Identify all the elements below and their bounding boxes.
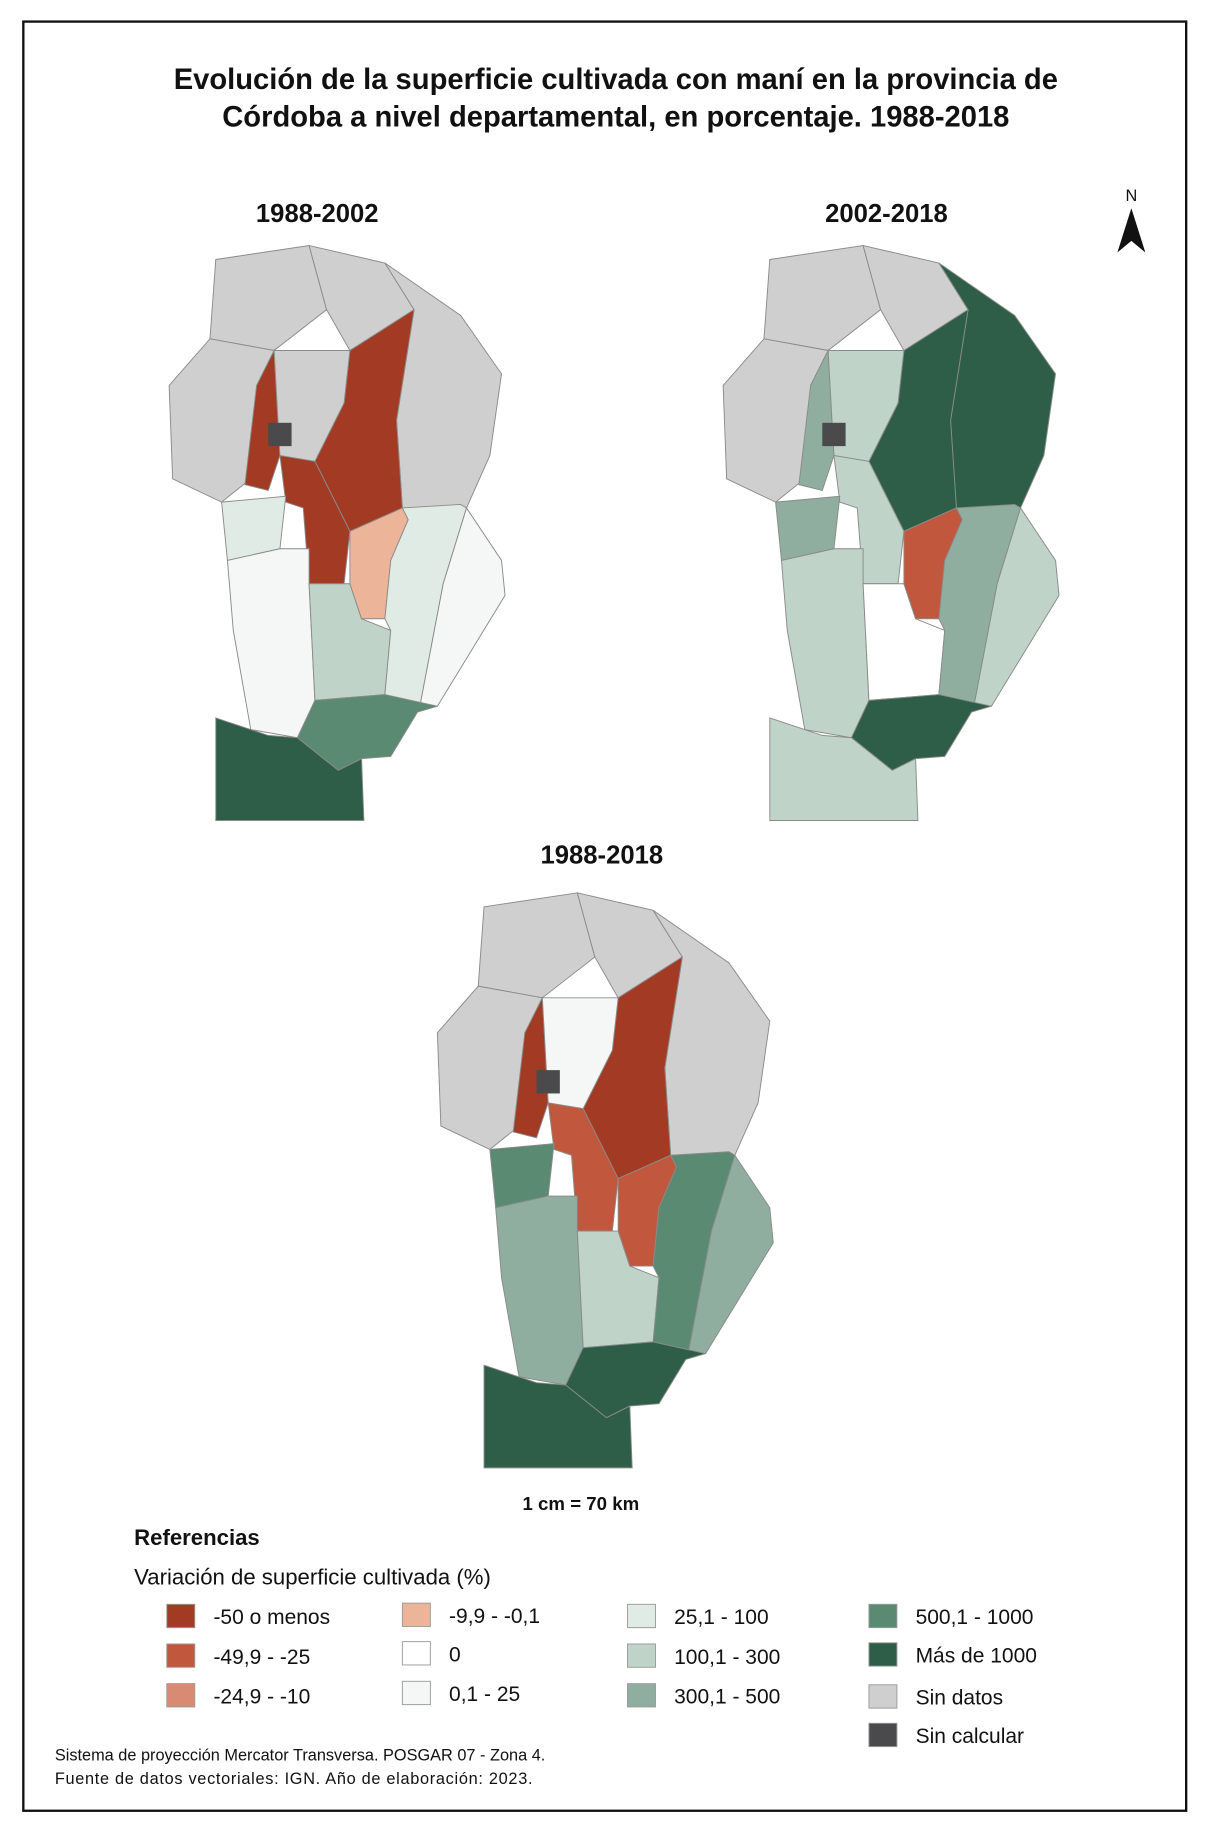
legend-label: -49,9 - -25: [213, 1646, 310, 1669]
legend-label: -9,9 - -0,1: [449, 1605, 540, 1628]
capital: [536, 1070, 560, 1094]
department: [477, 892, 596, 999]
legend-label: Sin calcular: [916, 1725, 1024, 1748]
footer-line: Sistema de proyección Mercator Transvers…: [55, 1747, 545, 1765]
footer-line: Fuente de datos vectoriales: IGN. Año de…: [55, 1770, 533, 1788]
legend-label: 300,1 - 500: [674, 1685, 780, 1708]
legend-swatch: [401, 1641, 431, 1666]
legend-swatch: [868, 1684, 898, 1709]
legend-swatch: [166, 1643, 196, 1668]
legend-swatch: [401, 1602, 431, 1627]
department: [483, 1364, 633, 1469]
title-line: Evolución de la superficie cultivada con…: [174, 64, 1058, 96]
legend-label: -24,9 - -10: [213, 1685, 310, 1708]
map-title: 1988-2018: [541, 842, 664, 870]
province-map: [168, 244, 506, 821]
legend-heading: Referencias: [134, 1525, 260, 1550]
legend-swatch: [166, 1683, 196, 1708]
legend-swatch: [627, 1683, 656, 1708]
province-map: [436, 892, 774, 1469]
legend-swatch: [627, 1603, 656, 1629]
department: [215, 717, 365, 821]
legend-swatch: [868, 1642, 898, 1667]
scale: 1 cm = 70 km: [522, 1493, 639, 1514]
department: [798, 348, 835, 492]
legend-label: 100,1 - 300: [674, 1646, 780, 1669]
legend-label: Más de 1000: [916, 1645, 1037, 1668]
legend-swatch: [166, 1603, 196, 1629]
legend-label: 25,1 - 100: [674, 1606, 769, 1629]
legend-label: Sin datos: [916, 1687, 1004, 1710]
department: [763, 244, 882, 351]
legend-title: Variación de superficie cultivada (%): [134, 1564, 491, 1589]
legend: -50 o menos -49,9 - -25 -24,9 - -10 -9,9 - …: [166, 1602, 1037, 1748]
legend-label: -50 o menos: [213, 1606, 330, 1629]
north-arrow: [1117, 208, 1146, 253]
legend-swatch: [401, 1680, 431, 1706]
legend-label: 500,1 - 1000: [916, 1606, 1034, 1629]
maps: [168, 244, 1060, 1469]
legend-swatch: [868, 1722, 898, 1748]
map-title: 1988-2002: [256, 200, 379, 228]
department: [244, 348, 281, 492]
legend-label: 0: [449, 1643, 461, 1666]
legend-swatch: [868, 1603, 898, 1629]
province-map: [722, 244, 1060, 821]
map-title: 2002-2018: [825, 200, 948, 228]
department: [512, 996, 549, 1139]
department: [769, 717, 919, 821]
capital: [268, 422, 292, 447]
department: [209, 244, 328, 351]
capital: [822, 422, 846, 447]
frame: [22, 20, 1188, 1812]
legend-label: 0,1 - 25: [449, 1683, 520, 1706]
title-line: Córdoba a nivel departamental, en porcen…: [222, 102, 1009, 134]
legend-swatch: [627, 1643, 656, 1668]
north-label: N: [1125, 187, 1137, 205]
